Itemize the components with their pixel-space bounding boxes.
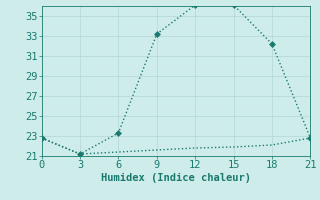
X-axis label: Humidex (Indice chaleur): Humidex (Indice chaleur) [101, 173, 251, 183]
